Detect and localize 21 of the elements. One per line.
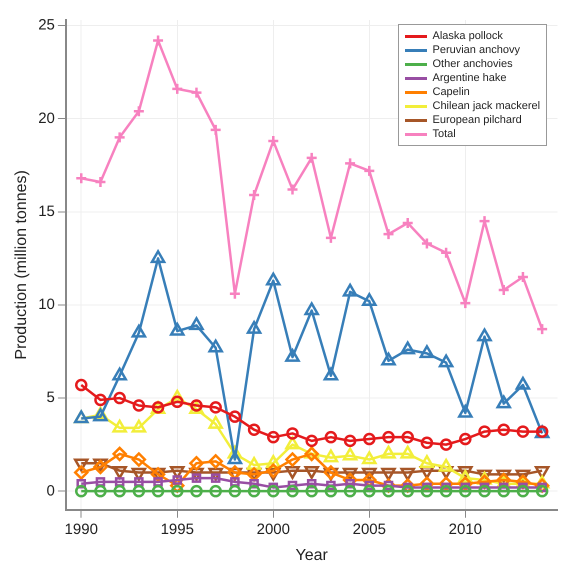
legend-label: Alaska pollock [432,30,503,42]
y-tick-label: 20 [38,110,55,127]
y-tick-label: 5 [46,389,55,406]
legend-label: Other anchovies [432,58,513,70]
x-tick-label: 2010 [448,520,482,538]
legend-label: Capelin [432,86,470,98]
y-tick-label: 15 [38,202,55,220]
y-axis-title: Production (million tonnes) [13,170,30,360]
y-tick-label: 25 [38,16,55,34]
legend-label: Total [432,128,456,140]
x-axis-title: Year [296,546,329,564]
x-tick-label: 2005 [352,520,386,538]
legend-label: European pilchard [432,114,522,126]
x-tick-label: 1990 [64,520,98,538]
y-tick-label: 10 [38,296,55,314]
legend-label: Chilean jack mackerel [432,100,540,112]
legend-label: Peruvian anchovy [432,44,520,56]
x-tick-label: 1995 [160,520,194,538]
legend-label: Argentine hake [432,72,506,84]
y-tick-label: 0 [46,482,55,500]
x-tick-label: 2000 [256,520,290,538]
